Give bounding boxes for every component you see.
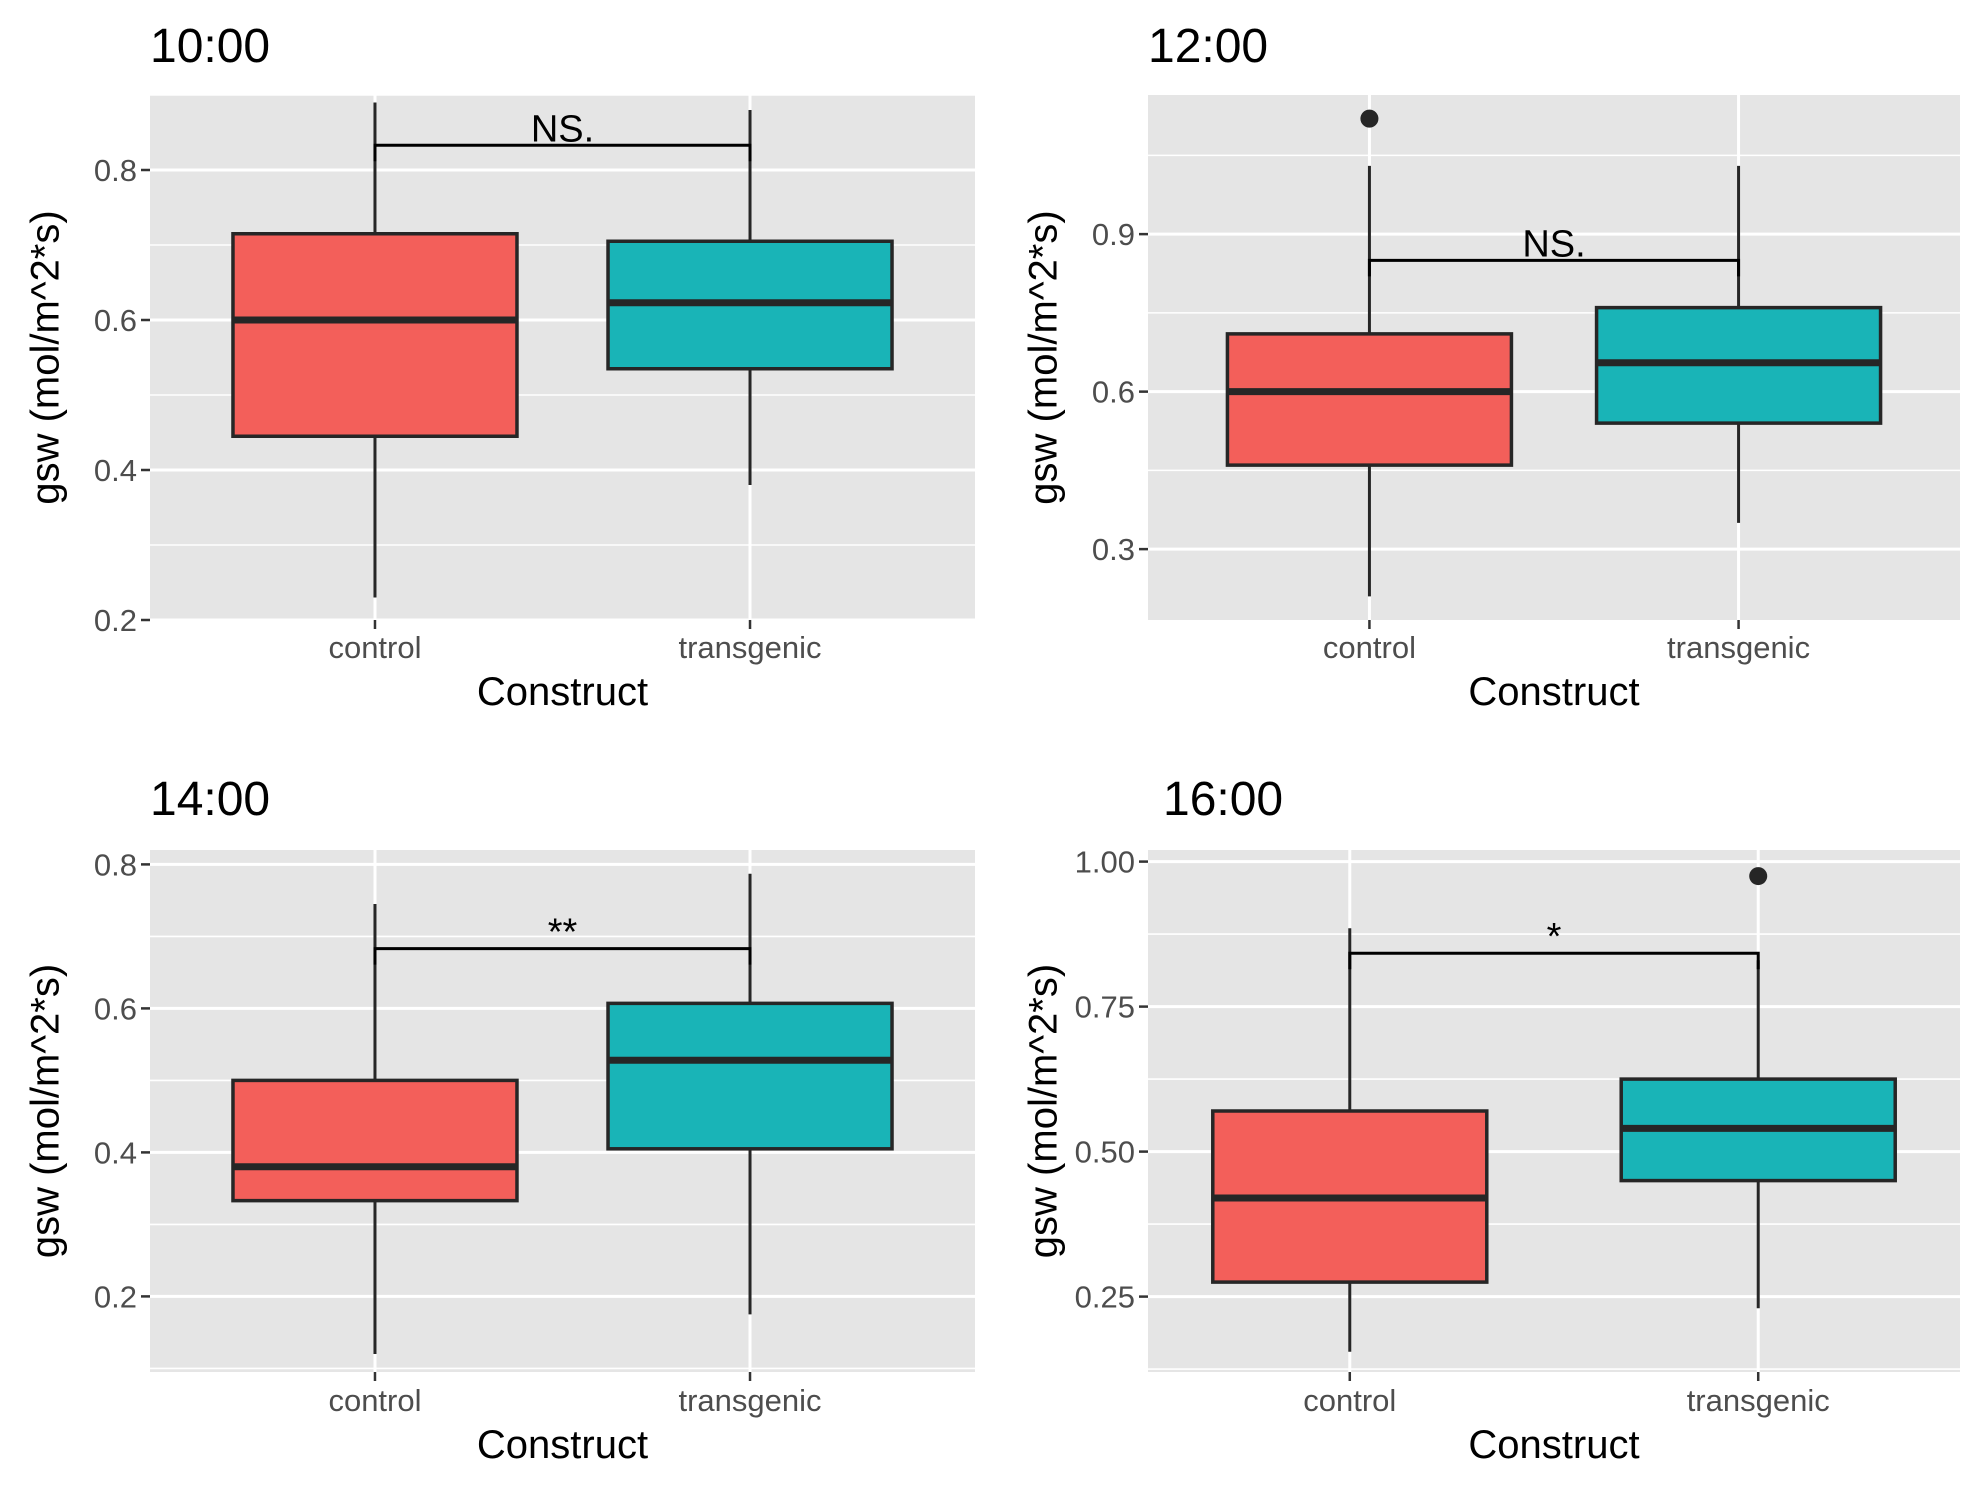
significance-label: ** xyxy=(548,912,578,954)
x-tick-label-control: control xyxy=(328,1383,421,1418)
x-tick-label-transgenic: transgenic xyxy=(679,1383,822,1418)
y-axis-title: gsw (mol/m^2*s) xyxy=(1022,964,1066,1258)
y-axis-title: gsw (mol/m^2*s) xyxy=(24,210,68,504)
y-tick-label: 0.50 xyxy=(1075,1135,1135,1170)
outlier-point xyxy=(1360,109,1379,128)
significance-bracket: NS. xyxy=(1367,223,1741,277)
significance-bracket: ** xyxy=(373,912,752,965)
bracket-line xyxy=(373,143,752,162)
panel-2: 0.3 0.6 0.9 control transgenic NS. 12:00 Constr… xyxy=(1022,20,1960,714)
panel-title: 14:00 xyxy=(150,773,270,826)
y-tick-label: 0.4 xyxy=(94,453,137,488)
panel-title: 12:00 xyxy=(1148,20,1268,73)
box-transgenic xyxy=(1619,867,1897,1309)
x-tick-label-transgenic: transgenic xyxy=(1687,1383,1830,1418)
y-tick-label: 0.4 xyxy=(94,1135,137,1170)
x-axis-title: Construct xyxy=(1468,670,1639,714)
panel-3: 0.2 0.4 0.6 0.8 control transgenic ** 14:00 Cons… xyxy=(24,773,975,1467)
significance-bracket: NS. xyxy=(373,108,752,162)
box-transgenic xyxy=(1594,165,1883,523)
y-tick-label: 1.00 xyxy=(1075,845,1135,880)
bracket-line xyxy=(1348,951,1760,970)
y-tick-label: 0.6 xyxy=(94,991,137,1026)
x-axis-title: Construct xyxy=(477,1423,648,1467)
y-tick-label: 0.25 xyxy=(1075,1280,1135,1315)
y-tick-label: 0.6 xyxy=(94,303,137,338)
significance-label: NS. xyxy=(1522,223,1585,265)
x-axis-title: Construct xyxy=(477,670,648,714)
y-tick-label: 0.2 xyxy=(94,603,137,638)
box-transgenic xyxy=(606,110,894,485)
x-tick-label-control: control xyxy=(1323,630,1416,665)
x-tick-label-transgenic: transgenic xyxy=(679,630,822,665)
box-control xyxy=(231,102,519,598)
x-tick-label-control: control xyxy=(1303,1383,1396,1418)
bracket-line xyxy=(1367,258,1741,277)
iqr-box xyxy=(231,1078,519,1203)
box-transgenic xyxy=(606,873,894,1315)
panel-4: 0.25 0.50 0.75 1.00 control transgenic * 16:00 C… xyxy=(1022,773,1960,1467)
x-axis-title: Construct xyxy=(1468,1423,1639,1467)
y-tick-label: 0.8 xyxy=(94,847,137,882)
bracket-line xyxy=(373,947,752,965)
panel-1: 0.2 0.4 0.6 0.8 control transgenic NS. 10:00 Con… xyxy=(24,20,975,714)
iqr-box xyxy=(606,1001,894,1151)
significance-bracket: * xyxy=(1348,916,1760,970)
iqr-box xyxy=(1225,332,1514,467)
y-axis-title: gsw (mol/m^2*s) xyxy=(1022,210,1066,504)
x-tick-label-control: control xyxy=(328,630,421,665)
panel-title: 10:00 xyxy=(150,20,270,73)
y-axis-title: gsw (mol/m^2*s) xyxy=(24,964,68,1258)
y-tick-label: 0.3 xyxy=(1092,532,1135,567)
box-control xyxy=(231,904,519,1354)
panel-title: 16:00 xyxy=(1163,773,1283,826)
box-control xyxy=(1211,928,1489,1352)
box-control xyxy=(1225,109,1514,597)
outlier-point xyxy=(1749,867,1768,886)
significance-label: NS. xyxy=(531,108,594,150)
y-tick-label: 0.6 xyxy=(1092,375,1135,410)
significance-label: * xyxy=(1547,916,1562,958)
y-tick-label: 0.75 xyxy=(1075,990,1135,1025)
y-tick-label: 0.8 xyxy=(94,153,137,188)
iqr-box xyxy=(231,232,519,438)
x-tick-label-transgenic: transgenic xyxy=(1667,630,1810,665)
y-tick-label: 0.9 xyxy=(1092,217,1135,252)
y-tick-label: 0.2 xyxy=(94,1279,137,1314)
